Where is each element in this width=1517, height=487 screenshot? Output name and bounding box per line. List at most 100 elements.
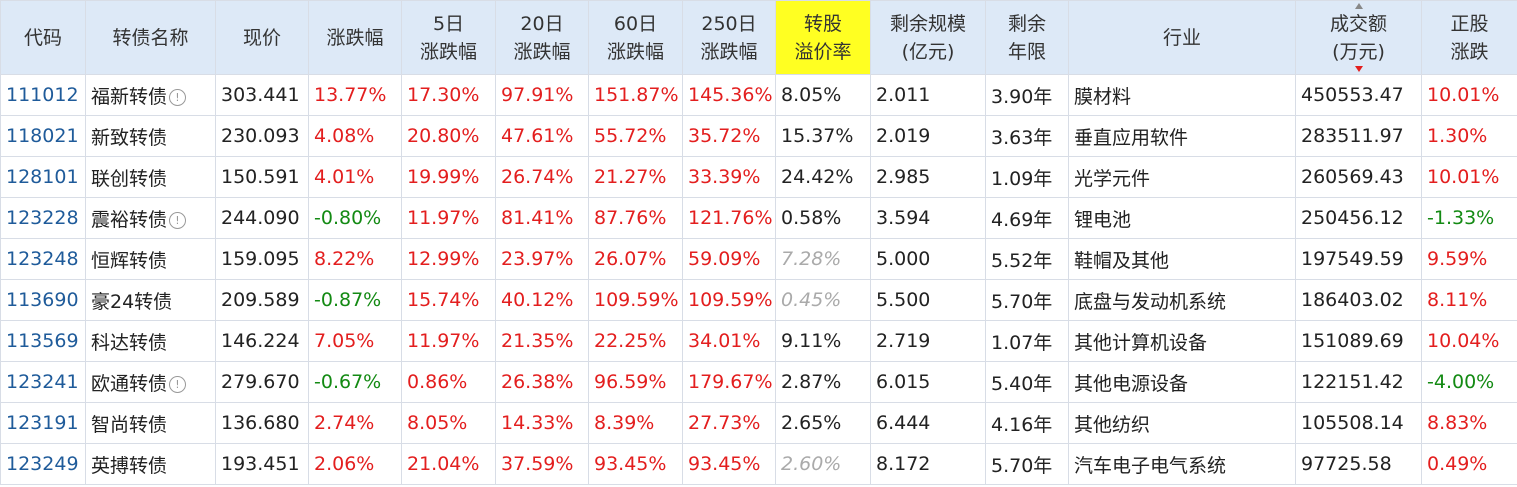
- cell-text[interactable]: 恒辉转债: [91, 249, 168, 272]
- bond-name[interactable]: 英搏转债: [85, 443, 216, 485]
- cell-text: 97725.58: [1301, 453, 1392, 475]
- cell-text: 8.39%: [594, 412, 655, 434]
- bond-code[interactable]: 111012: [0, 74, 86, 116]
- column-header[interactable]: 250日 涨跌幅: [682, 0, 776, 75]
- cell: 260569.43: [1295, 156, 1422, 198]
- cell-text: 其他纺织: [1074, 413, 1151, 436]
- cell-text: 垂直应用软件: [1074, 126, 1189, 149]
- cell-text: 244.090: [221, 207, 300, 229]
- cell-text: 7.28%: [781, 248, 842, 270]
- cell-text: 14.33%: [501, 412, 574, 434]
- cell-text: 2.06%: [314, 453, 375, 475]
- cell-text: 97.91%: [501, 84, 574, 106]
- cell: 24.42%: [775, 156, 871, 198]
- bond-code[interactable]: 123248: [0, 238, 86, 280]
- cell-text[interactable]: 128101: [6, 166, 79, 188]
- cell-text[interactable]: 123191: [6, 412, 79, 434]
- cell-text: 37.59%: [501, 453, 574, 475]
- cell-text: 锂电池: [1074, 208, 1132, 231]
- cell-text: 0.49%: [1427, 453, 1488, 475]
- column-header[interactable]: 5日 涨跌幅: [401, 0, 496, 75]
- cell: 279.670: [215, 361, 309, 403]
- bond-code[interactable]: 123228: [0, 197, 86, 239]
- info-icon[interactable]: !: [169, 88, 187, 106]
- cell-text[interactable]: 123241: [6, 371, 79, 393]
- cell-text[interactable]: 123249: [6, 453, 79, 475]
- column-header[interactable]: 现价: [215, 0, 309, 75]
- bond-name[interactable]: 科达转债: [85, 320, 216, 362]
- cell-text: 6.015: [876, 371, 931, 393]
- column-header[interactable]: 剩余 年限: [985, 0, 1069, 75]
- cell-text: 8.05%: [781, 84, 842, 106]
- cell-text[interactable]: 震裕转债: [91, 208, 168, 231]
- bond-code[interactable]: 123191: [0, 402, 86, 444]
- sort-arrow-up[interactable]: [1354, 3, 1363, 9]
- cell: 186403.02: [1295, 279, 1422, 321]
- cell-text[interactable]: 智尚转债: [91, 413, 168, 436]
- cell-text[interactable]: 118021: [6, 125, 79, 147]
- cell-text: 0.58%: [781, 207, 842, 229]
- cell-text[interactable]: 123248: [6, 248, 79, 270]
- bond-code[interactable]: 123241: [0, 361, 86, 403]
- bond-code[interactable]: 113690: [0, 279, 86, 321]
- column-header[interactable]: 代码: [0, 0, 86, 75]
- bond-code[interactable]: 128101: [0, 156, 86, 198]
- cell-text[interactable]: 123228: [6, 207, 79, 229]
- bond-code[interactable]: 113569: [0, 320, 86, 362]
- bond-name[interactable]: 豪24转债: [85, 279, 216, 321]
- cell-text[interactable]: 111012: [6, 84, 79, 106]
- column-header[interactable]: 成交额 (万元): [1295, 0, 1422, 75]
- column-header[interactable]: 转债名称: [85, 0, 216, 75]
- cell-text[interactable]: 豪24转债: [91, 290, 173, 313]
- cell-text: 2.74%: [314, 412, 375, 434]
- cell: -4.00%: [1421, 361, 1517, 403]
- info-icon[interactable]: !: [169, 211, 187, 229]
- cell: 2.06%: [308, 443, 402, 485]
- bond-name[interactable]: 联创转债: [85, 156, 216, 198]
- cell-text: 197549.59: [1301, 248, 1404, 270]
- cell-text: 283511.97: [1301, 125, 1404, 147]
- cell: 2.985: [870, 156, 986, 198]
- bond-name[interactable]: 恒辉转债: [85, 238, 216, 280]
- cell-text: 15.74%: [407, 289, 480, 311]
- bond-name[interactable]: 智尚转债: [85, 402, 216, 444]
- cell-text[interactable]: 113569: [6, 330, 79, 352]
- bond-name[interactable]: 震裕转债!: [85, 197, 216, 239]
- cell: 6.015: [870, 361, 986, 403]
- column-header[interactable]: 20日 涨跌幅: [495, 0, 589, 75]
- bond-name[interactable]: 欧通转债!: [85, 361, 216, 403]
- cell-text[interactable]: 欧通转债: [91, 372, 168, 395]
- column-header[interactable]: 剩余规模 (亿元): [870, 0, 986, 75]
- cell: 151.87%: [588, 74, 683, 116]
- cell: 146.224: [215, 320, 309, 362]
- cell-text[interactable]: 113690: [6, 289, 79, 311]
- bond-name[interactable]: 新致转债: [85, 115, 216, 157]
- bond-name[interactable]: 福新转债!: [85, 74, 216, 116]
- column-header[interactable]: 60日 涨跌幅: [588, 0, 683, 75]
- cell: 8.39%: [588, 402, 683, 444]
- cell: 59.09%: [682, 238, 776, 280]
- column-header[interactable]: 行业: [1068, 0, 1296, 75]
- cell-text: 146.224: [221, 330, 300, 352]
- column-header[interactable]: 涨跌幅: [308, 0, 402, 75]
- cell: 11.97%: [401, 197, 496, 239]
- cell-text[interactable]: 福新转债: [91, 85, 168, 108]
- sort-arrow-down[interactable]: [1354, 66, 1363, 72]
- cell-text: 2.985: [876, 166, 931, 188]
- cell-text: 105508.14: [1301, 412, 1404, 434]
- cell-text[interactable]: 新致转债: [91, 126, 168, 149]
- cell-text[interactable]: 联创转债: [91, 167, 168, 190]
- cell-text[interactable]: 科达转债: [91, 331, 168, 354]
- column-header[interactable]: 转股 溢价率: [775, 0, 871, 75]
- info-icon[interactable]: !: [169, 375, 187, 393]
- cell-text[interactable]: 英搏转债: [91, 454, 168, 477]
- column-header[interactable]: 正股 涨跌: [1421, 0, 1517, 75]
- cell: 0.45%: [775, 279, 871, 321]
- cell: 19.99%: [401, 156, 496, 198]
- bond-code[interactable]: 118021: [0, 115, 86, 157]
- cell-text: 其他计算机设备: [1074, 331, 1208, 354]
- cell-text: 279.670: [221, 371, 300, 393]
- cell-text: 93.45%: [594, 453, 667, 475]
- bond-code[interactable]: 123249: [0, 443, 86, 485]
- cell-text: 151089.69: [1301, 330, 1404, 352]
